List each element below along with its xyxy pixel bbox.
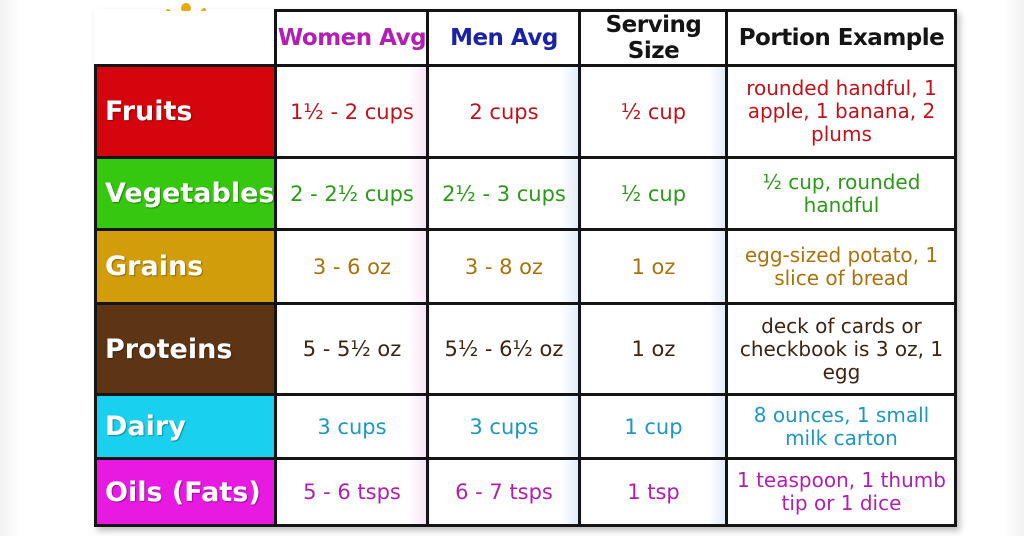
- portion-example-cell: deck of cards or checkbook is 3 oz, 1 eg…: [725, 302, 958, 396]
- category-proteins: Proteins: [93, 302, 278, 396]
- serving-size-cell: 1 cup: [578, 393, 729, 460]
- header-row: Women Avg Men Avg Serving Size Portion E…: [95, 9, 958, 67]
- header-men-avg: Men Avg: [426, 9, 582, 67]
- portion-example-cell: 1 teaspoon, 1 thumb tip or 1 dice: [725, 457, 958, 527]
- portion-example-cell: egg-sized potato, 1 slice of bread: [725, 228, 958, 305]
- women-avg-cell: 5 - 6 tsps: [274, 457, 430, 527]
- portion-example-cell: rounded handful, 1 apple, 1 banana, 2 pl…: [725, 64, 958, 159]
- header-serving-size: Serving Size: [578, 9, 729, 67]
- table-row-grains: Grains 3 - 6 oz 3 - 8 oz 1 oz egg-sized …: [93, 228, 958, 305]
- table-row-fruits: Fruits 1½ - 2 cups 2 cups ½ cup rounded …: [93, 64, 958, 159]
- serving-size-cell: 1 tsp: [578, 457, 729, 527]
- women-avg-cell: 5 - 5½ oz: [274, 302, 430, 396]
- women-avg-cell: 2 - 2½ cups: [274, 156, 430, 231]
- men-avg-cell: 6 - 7 tsps: [426, 457, 582, 527]
- women-avg-cell: 3 cups: [274, 393, 430, 460]
- left-edge-shade: [0, 0, 20, 536]
- category-oils-fats: Oils (Fats): [93, 457, 278, 527]
- serving-size-cell: ½ cup: [578, 156, 729, 231]
- men-avg-cell: 2½ - 3 cups: [426, 156, 582, 231]
- category-vegetables: Vegetables: [93, 156, 278, 231]
- header-portion-example: Portion Example: [725, 9, 958, 67]
- header-corner: [95, 10, 278, 67]
- right-edge-shade: [1004, 0, 1024, 536]
- men-avg-cell: 3 - 8 oz: [426, 228, 582, 305]
- table-row-proteins: Proteins 5 - 5½ oz 5½ - 6½ oz 1 oz deck …: [93, 302, 958, 396]
- serving-size-cell: 1 oz: [578, 228, 729, 305]
- serving-size-cell: 1 oz: [578, 302, 729, 396]
- portion-table: Women Avg Men Avg Serving Size Portion E…: [93, 9, 958, 527]
- header-women-avg: Women Avg: [274, 9, 430, 67]
- portion-example-cell: ½ cup, rounded handful: [725, 156, 958, 231]
- women-avg-cell: 1½ - 2 cups: [274, 64, 430, 159]
- table-row-vegetables: Vegetables 2 - 2½ cups 2½ - 3 cups ½ cup…: [93, 156, 958, 231]
- portion-example-cell: 8 ounces, 1 small milk carton: [725, 393, 958, 460]
- table-row-oils-fats: Oils (Fats) 5 - 6 tsps 6 - 7 tsps 1 tsp …: [93, 457, 958, 527]
- men-avg-cell: 5½ - 6½ oz: [426, 302, 582, 396]
- men-avg-cell: 3 cups: [426, 393, 582, 460]
- category-fruits: Fruits: [93, 64, 278, 159]
- category-dairy: Dairy: [93, 393, 278, 460]
- category-grains: Grains: [93, 228, 278, 305]
- men-avg-cell: 2 cups: [426, 64, 582, 159]
- women-avg-cell: 3 - 6 oz: [274, 228, 430, 305]
- serving-size-cell: ½ cup: [578, 64, 729, 159]
- table-row-dairy: Dairy 3 cups 3 cups 1 cup 8 ounces, 1 sm…: [93, 393, 958, 460]
